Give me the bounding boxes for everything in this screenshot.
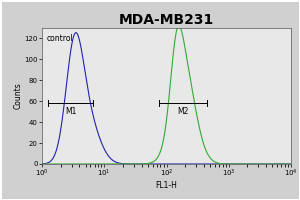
Text: M1: M1 — [65, 107, 76, 116]
Title: MDA-MB231: MDA-MB231 — [119, 13, 214, 27]
Y-axis label: Counts: Counts — [14, 83, 23, 109]
Text: control: control — [47, 34, 74, 43]
Text: M2: M2 — [177, 107, 189, 116]
X-axis label: FL1-H: FL1-H — [156, 181, 177, 190]
